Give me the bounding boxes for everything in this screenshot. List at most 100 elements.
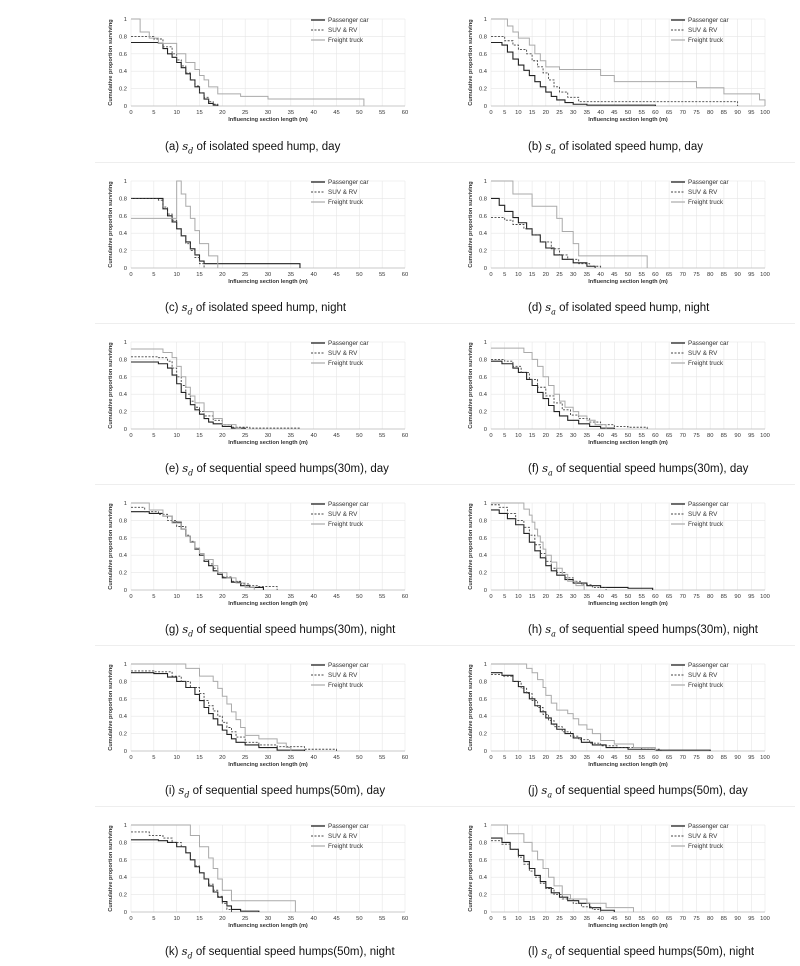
legend-label: Passenger car (688, 17, 729, 24)
x-tick-label: 40 (310, 433, 316, 439)
x-tick-label: 60 (652, 755, 658, 761)
y-tick-label: 0.4 (119, 231, 128, 237)
y-tick-label: 0.2 (119, 893, 127, 899)
y-tick-label: 0.2 (479, 571, 487, 577)
x-tick-label: 15 (529, 272, 535, 278)
x-tick-label: 90 (734, 433, 740, 439)
series-line-suv-rv (491, 840, 602, 912)
series-line-suv-rv (131, 35, 219, 106)
y-tick-label: 0.6 (479, 375, 487, 381)
caption-label: (h) (528, 624, 546, 636)
caption-text: of isolated speed hump, day (555, 141, 703, 153)
caption-label: (f) (528, 463, 543, 475)
x-tick-label: 35 (288, 272, 294, 278)
y-axis-title: Cumulative proportion surviving (468, 503, 474, 590)
x-tick-label: 50 (356, 755, 362, 761)
y-tick-label: 0.2 (119, 732, 127, 738)
y-tick-label: 0.4 (479, 231, 488, 237)
legend-label: Freight truck (328, 199, 364, 206)
series-line-freight-truck (131, 180, 219, 268)
y-tick-label: 0 (484, 266, 487, 272)
x-axis-title: Influencing section length (m) (228, 117, 308, 123)
x-tick-label: 50 (625, 594, 631, 600)
legend-label: Freight truck (328, 37, 364, 44)
x-tick-label: 65 (666, 433, 672, 439)
x-tick-label: 100 (760, 110, 770, 116)
caption-text: of sequential speed humps(50m), night (192, 946, 395, 958)
x-tick-label: 50 (356, 110, 362, 116)
legend-label: SUV & RV (688, 189, 718, 196)
legend-label: Passenger car (688, 662, 729, 669)
x-tick-label: 40 (310, 594, 316, 600)
x-tick-label: 10 (173, 110, 179, 116)
caption-label: (g) (165, 624, 183, 636)
x-axis-title: Influencing section length (m) (228, 923, 308, 929)
x-tick-label: 55 (379, 110, 385, 116)
x-tick-label: 45 (611, 916, 617, 922)
y-tick-label: 0.8 (119, 357, 127, 363)
legend-label: SUV & RV (328, 672, 358, 679)
x-tick-label: 50 (625, 755, 631, 761)
chart-panel-a: 0 5 10 15 20 25 30 35 40 45 50 55 60 0 0.2 0.4 0.6 0.8 1 In… (108, 17, 408, 123)
y-tick-label: 0 (124, 104, 127, 110)
caption-symbol: sa (541, 944, 553, 961)
x-tick-label: 100 (760, 272, 770, 278)
caption-label: (k) (165, 946, 182, 958)
x-tick-label: 70 (680, 110, 686, 116)
caption-symbol: sa (545, 300, 556, 317)
x-tick-label: 65 (666, 916, 672, 922)
series-line-freight-truck (131, 18, 365, 106)
y-tick-label: 0.2 (119, 410, 127, 416)
y-tick-label: 1 (484, 501, 487, 507)
y-tick-label: 0.8 (479, 196, 487, 202)
x-tick-label: 10 (515, 433, 521, 439)
x-tick-label: 30 (265, 110, 271, 116)
legend-label: Freight truck (688, 521, 724, 528)
x-tick-label: 0 (129, 755, 132, 761)
y-tick-label: 1 (124, 823, 127, 829)
series-line-suv-rv (131, 670, 337, 751)
x-tick-label: 85 (721, 755, 727, 761)
figure-caption-a: (a) sd of isolated speed hump, day (165, 139, 340, 155)
legend-label: SUV & RV (688, 833, 718, 840)
y-tick-label: 0.2 (479, 87, 487, 93)
x-tick-label: 25 (556, 755, 562, 761)
series-line-freight-truck (491, 502, 585, 590)
x-tick-label: 95 (748, 755, 754, 761)
y-tick-label: 0.4 (119, 875, 128, 881)
y-tick-label: 1 (124, 340, 127, 346)
y-tick-label: 0.2 (119, 87, 127, 93)
y-tick-label: 1 (124, 501, 127, 507)
x-tick-label: 30 (570, 755, 576, 761)
chart-panel-c: 0 5 10 15 20 25 30 35 40 45 50 55 60 0 0.2 0.4 0.6 0.8 1 In… (108, 179, 408, 285)
series-line-freight-truck (131, 663, 292, 751)
y-tick-label: 1 (484, 17, 487, 23)
x-tick-label: 20 (219, 594, 225, 600)
x-tick-label: 95 (748, 594, 754, 600)
x-tick-label: 55 (638, 433, 644, 439)
y-tick-label: 0 (484, 104, 487, 110)
series-line-suv-rv (131, 831, 232, 912)
y-tick-label: 0.6 (119, 697, 127, 703)
figure-caption-c: (c) sd of isolated speed hump, night (165, 300, 346, 316)
x-axis-title: Influencing section length (m) (588, 440, 668, 446)
y-axis-title: Cumulative proportion surviving (108, 503, 114, 590)
y-tick-label: 0 (124, 266, 127, 272)
x-tick-label: 15 (196, 755, 202, 761)
x-tick-label: 30 (570, 433, 576, 439)
y-axis-title: Cumulative proportion surviving (108, 825, 114, 912)
x-tick-label: 75 (693, 594, 699, 600)
legend-label: Freight truck (688, 37, 724, 44)
x-tick-label: 60 (652, 433, 658, 439)
series-line-suv-rv (131, 506, 278, 590)
y-tick-label: 0.6 (479, 697, 487, 703)
legend-label: Passenger car (688, 340, 729, 347)
legend-label: Freight truck (688, 360, 724, 367)
x-tick-label: 70 (680, 594, 686, 600)
x-tick-label: 35 (288, 110, 294, 116)
y-tick-label: 0.4 (479, 875, 488, 881)
x-tick-label: 10 (515, 755, 521, 761)
x-tick-label: 55 (638, 272, 644, 278)
y-tick-label: 0.8 (479, 34, 487, 40)
x-axis-title: Influencing section length (m) (228, 440, 308, 446)
